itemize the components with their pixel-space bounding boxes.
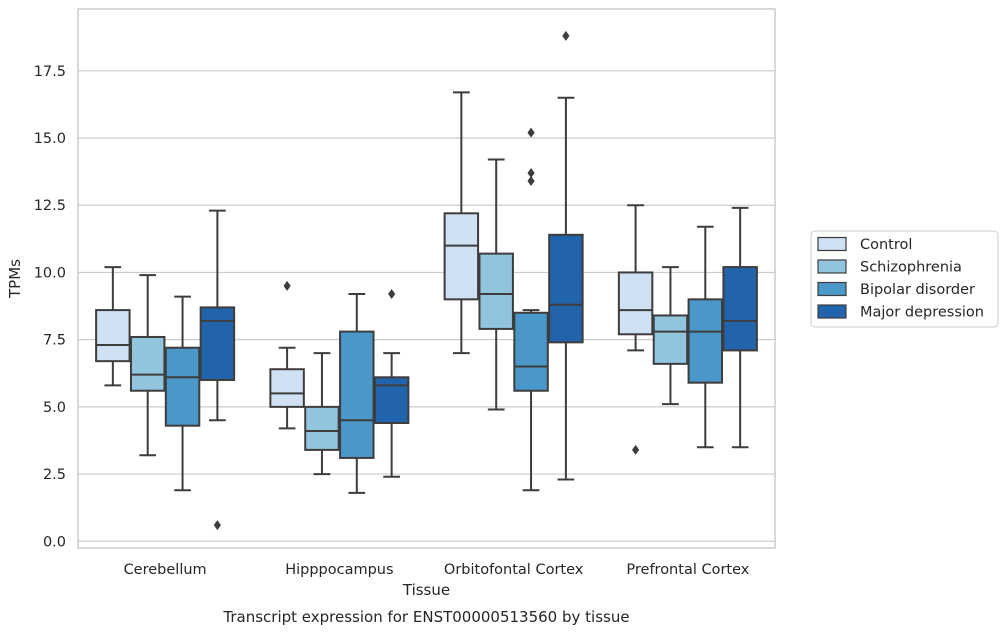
legend-label: Schizophrenia [860,260,962,276]
x-tick-label: Orbitofontal Cortex [444,562,584,578]
box [478,252,514,330]
box [339,330,375,459]
outlier-point [562,30,570,41]
y-tick-label: 7.5 [43,333,66,349]
legend-label: Bipolar disorder [860,282,975,298]
y-tick-label: 12.5 [34,198,66,214]
legend-swatch [817,304,847,319]
outlier-point [527,127,535,138]
y-axis-label: TPMs [6,259,24,299]
x-tick-label: Cerebellum [124,562,207,578]
legend-label: Control [860,237,912,253]
box-plot-marks [95,30,758,531]
legend: Control Schizophrenia Bipolar disorder Majo… [810,230,999,328]
box [95,309,131,363]
y-tick-labels: 0.0 2.5 5.0 7.5 10.0 12.5 15.0 17.5 [34,64,66,550]
box [652,314,689,365]
box [443,212,480,301]
y-tick-label: 17.5 [34,64,66,80]
outlier-point [283,280,291,291]
outlier-point [527,176,535,187]
box [548,233,584,344]
legend-frame [810,230,999,328]
box [164,346,201,427]
y-tick-label: 0.0 [43,534,66,550]
y-tick-label: 2.5 [43,467,66,483]
legend-label: Major depression [860,305,984,321]
x-tick-label: Hipppocampus [285,562,393,578]
legend-swatch [817,281,847,297]
plot-frame [77,8,776,549]
outlier-point [213,520,221,531]
box [617,271,654,336]
box [722,266,758,352]
box [269,368,305,408]
box [129,335,166,392]
box [687,298,724,384]
outlier-point [527,167,535,178]
y-tick-label: 5.0 [43,400,66,416]
outlier-point [388,288,396,299]
x-tick-labels: Cerebellum Hipppocampus Orbitofontal Corte… [124,562,750,578]
legend-swatch [817,236,847,252]
box [199,306,236,381]
x-axis-label: Tissue [402,581,450,599]
outlier-point [632,444,640,455]
box [304,405,340,451]
x-tick-label: Prefrontal Cortex [626,562,749,578]
box [513,311,549,392]
legend-swatch [817,259,847,274]
box [373,376,410,424]
y-tick-label: 10.0 [34,265,66,281]
y-tick-label: 15.0 [34,131,66,147]
chart-caption: Transcript expression for ENST0000051356… [222,608,629,626]
